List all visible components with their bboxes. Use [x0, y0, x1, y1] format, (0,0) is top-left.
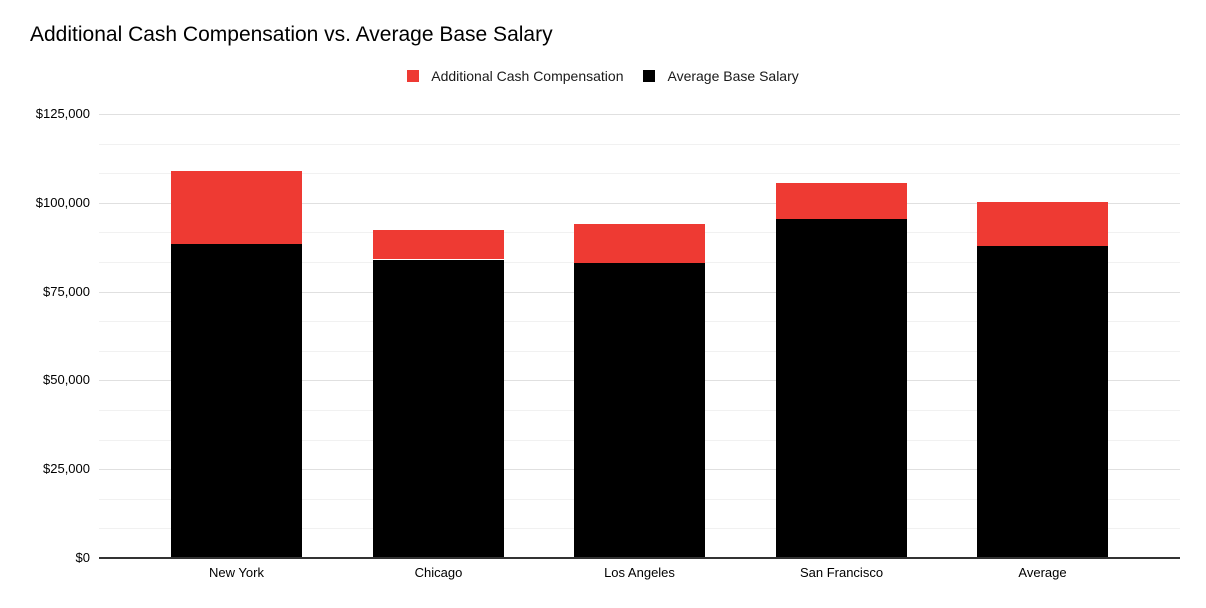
- major-gridline: [99, 114, 1180, 115]
- y-tick-label: $25,000: [43, 461, 90, 476]
- y-tick-label: $0: [75, 550, 90, 565]
- minor-gridline: [99, 144, 1180, 145]
- bar-new-york-base-segment: [171, 244, 302, 558]
- bar-los-angeles-base-segment: [574, 263, 705, 558]
- bar-los-angeles-additional-segment: [574, 224, 705, 263]
- bar-new-york-additional-segment: [171, 171, 302, 244]
- legend-swatch-red-icon: [407, 70, 420, 82]
- major-gridline: [99, 203, 1180, 204]
- chart-title: Additional Cash Compensation vs. Average…: [30, 23, 553, 46]
- bar-average-base-segment: [977, 246, 1108, 558]
- bar-chicago-additional-segment: [373, 230, 504, 259]
- x-axis-baseline: [99, 557, 1180, 559]
- x-tick-label-average: Average: [1018, 565, 1067, 580]
- x-tick-label-los-angeles: Los Angeles: [604, 565, 675, 580]
- x-tick-label-san-francisco: San Francisco: [799, 565, 884, 580]
- bar-chicago-base-segment: [373, 260, 504, 558]
- y-tick-label: $75,000: [43, 284, 90, 299]
- y-tick-label: $100,000: [35, 195, 90, 210]
- bar-san-francisco-additional-segment: [776, 183, 907, 219]
- legend-label-additional-cash-compensation: Additional Cash Compensation: [431, 68, 624, 84]
- chart-legend: Additional Cash Compensation Average Bas…: [0, 68, 1206, 84]
- bar-average-additional-segment: [977, 202, 1108, 246]
- x-tick-label-chicago: Chicago: [414, 565, 463, 580]
- legend-swatch-black-icon: [643, 70, 656, 82]
- legend-item-average-base-salary: Average Base Salary: [643, 68, 799, 84]
- y-tick-label: $50,000: [43, 372, 90, 387]
- y-tick-label: $125,000: [35, 106, 90, 121]
- legend-label-average-base-salary: Average Base Salary: [667, 68, 799, 84]
- bar-san-francisco-base-segment: [776, 218, 907, 558]
- legend-item-additional-cash-compensation: Additional Cash Compensation: [407, 68, 623, 84]
- minor-gridline: [99, 173, 1180, 174]
- x-tick-label-new-york: New York: [209, 565, 264, 580]
